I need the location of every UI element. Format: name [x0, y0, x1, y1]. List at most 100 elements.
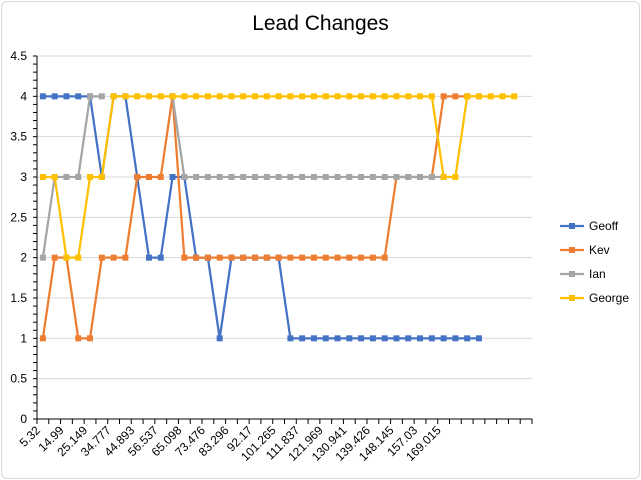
data-point	[405, 174, 412, 180]
y-tick-label: 0.5	[10, 372, 27, 386]
data-point	[228, 174, 235, 180]
data-point	[417, 335, 424, 342]
data-point	[440, 174, 447, 180]
data-point	[63, 93, 70, 100]
data-point	[381, 254, 388, 261]
data-point	[275, 93, 282, 100]
data-point	[87, 174, 94, 180]
data-point	[87, 93, 94, 100]
data-point	[310, 335, 317, 342]
data-point	[134, 174, 141, 180]
data-point	[75, 93, 82, 100]
data-point	[428, 335, 435, 342]
data-point	[181, 254, 188, 261]
data-point	[310, 93, 317, 100]
data-point	[381, 335, 388, 342]
legend-label: Ian	[589, 267, 606, 281]
data-point	[405, 335, 412, 342]
data-point	[252, 254, 259, 261]
data-point	[216, 335, 223, 342]
data-point	[358, 254, 365, 261]
data-point	[75, 335, 82, 342]
data-point	[204, 93, 211, 100]
data-point	[452, 335, 459, 342]
data-point	[263, 254, 270, 261]
data-point	[51, 254, 58, 261]
data-point	[122, 93, 129, 100]
data-point	[369, 254, 376, 261]
data-point	[322, 174, 329, 180]
data-point	[322, 254, 329, 261]
data-point	[464, 335, 471, 342]
legend-marker	[569, 295, 575, 301]
data-point	[110, 93, 117, 100]
data-point	[322, 93, 329, 100]
data-point	[98, 174, 105, 180]
data-point	[334, 335, 341, 342]
data-point	[39, 93, 46, 100]
legend-marker	[569, 271, 575, 277]
data-point	[381, 93, 388, 100]
data-point	[334, 174, 341, 180]
y-tick-label: 4.5	[10, 49, 27, 63]
data-point	[122, 254, 129, 261]
data-point	[169, 174, 176, 180]
data-point	[193, 93, 200, 100]
data-point	[393, 335, 400, 342]
data-point	[287, 254, 294, 261]
data-point	[452, 93, 459, 100]
data-point	[193, 174, 200, 180]
data-point	[393, 174, 400, 180]
data-point	[145, 93, 152, 100]
data-point	[334, 93, 341, 100]
data-point	[181, 93, 188, 100]
data-point	[228, 254, 235, 261]
data-point	[287, 93, 294, 100]
data-point	[475, 335, 482, 342]
y-tick-label: 3.5	[10, 130, 27, 144]
y-tick-label: 0	[20, 412, 27, 426]
data-point	[216, 93, 223, 100]
data-point	[358, 335, 365, 342]
data-point	[63, 174, 70, 180]
data-point	[299, 254, 306, 261]
y-tick-label: 1.5	[10, 291, 27, 305]
data-point	[358, 93, 365, 100]
data-point	[204, 254, 211, 261]
y-tick-label: 3	[20, 170, 27, 184]
data-point	[428, 93, 435, 100]
chart-title: Lead Changes	[252, 12, 389, 35]
data-point	[63, 254, 70, 261]
data-point	[358, 174, 365, 180]
data-point	[346, 335, 353, 342]
data-point	[369, 335, 376, 342]
data-point	[405, 93, 412, 100]
data-point	[369, 93, 376, 100]
data-point	[287, 335, 294, 342]
legend-label: George	[589, 291, 629, 305]
data-point	[216, 254, 223, 261]
data-point	[464, 93, 471, 100]
data-point	[228, 93, 235, 100]
legend-marker	[569, 223, 575, 229]
data-point	[381, 174, 388, 180]
data-point	[216, 174, 223, 180]
data-point	[346, 93, 353, 100]
data-point	[475, 93, 482, 100]
data-point	[39, 174, 46, 180]
data-point	[87, 335, 94, 342]
data-point	[428, 174, 435, 180]
data-point	[499, 93, 506, 100]
data-point	[240, 174, 247, 180]
data-point	[487, 93, 494, 100]
data-point	[98, 93, 105, 100]
data-point	[440, 335, 447, 342]
data-point	[51, 93, 58, 100]
data-point	[369, 174, 376, 180]
legend-marker	[569, 247, 575, 253]
data-point	[39, 254, 46, 261]
data-point	[263, 174, 270, 180]
data-point	[440, 93, 447, 100]
data-point	[75, 174, 82, 180]
